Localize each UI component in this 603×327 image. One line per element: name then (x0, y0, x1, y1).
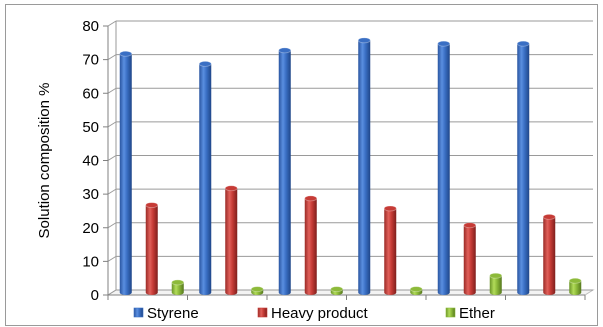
gridline-depth (107, 20, 117, 27)
bar-body (145, 205, 158, 295)
gridline-depth (107, 54, 117, 61)
bar-top (224, 185, 238, 192)
bar-styrene (357, 37, 371, 295)
y-tick-label: 0 (91, 287, 99, 304)
bar-styrene (278, 47, 292, 296)
bar-body (463, 225, 476, 295)
bar-top (250, 286, 264, 293)
gridline-depth (107, 222, 117, 229)
y-axis: 0 10 20 30 40 50 60 70 80 (82, 18, 586, 304)
bar-ether (171, 279, 185, 295)
bar-ether (250, 286, 264, 295)
bar-styrene (516, 40, 530, 295)
bar-heavy-product (463, 222, 477, 295)
bar-body (225, 188, 238, 295)
y-tick-label: 10 (82, 253, 99, 270)
y-tick-label: 40 (82, 153, 99, 170)
bar-body (199, 63, 212, 295)
bar-body (278, 50, 291, 296)
bar-top (516, 40, 530, 47)
y-tick-label: 70 (82, 52, 99, 69)
gridline-depth (107, 155, 117, 161)
bar-top (357, 37, 371, 44)
legend-label-styrene: Styrene (147, 305, 199, 322)
bar-top (119, 50, 133, 57)
y-tick-label: 50 (82, 119, 99, 136)
bar-body (517, 43, 530, 295)
bar-top (304, 195, 318, 202)
bars (119, 37, 582, 296)
bar-top (383, 205, 397, 212)
bar-ether (409, 286, 423, 295)
bar-ether (330, 286, 344, 295)
bar-ether (568, 277, 582, 295)
bar-top (145, 202, 159, 208)
legend-label-heavy-product: Heavy product (271, 305, 369, 322)
y-tick-label: 60 (82, 85, 99, 102)
bar-top (198, 60, 212, 67)
legend-swatch-styrene (133, 307, 144, 318)
bar-body (358, 40, 371, 295)
bar-body (437, 43, 450, 295)
y-tick-label: 20 (82, 220, 99, 237)
bar-top (463, 222, 477, 229)
bar-styrene (198, 60, 212, 295)
bar-body (569, 280, 582, 295)
bar-ether (489, 272, 503, 295)
y-tick-label: 80 (82, 18, 99, 35)
bar-top (171, 279, 185, 286)
bar-top (489, 272, 503, 279)
legend-swatch-ether (445, 307, 456, 318)
bar-body (304, 198, 317, 295)
bar-top (330, 286, 344, 293)
gridline-depth (107, 87, 117, 94)
y-axis-label: Solution composition % (36, 83, 53, 239)
gridline-depth (107, 289, 117, 296)
bar-styrene (437, 40, 451, 295)
gridline-depth (107, 255, 117, 262)
legend-swatch-heavy-product (257, 307, 268, 318)
bar-top (568, 277, 582, 284)
bar-body (119, 53, 132, 296)
bar-heavy-product (542, 213, 556, 295)
legend-label-ether: Ether (459, 305, 495, 322)
bar-body (543, 216, 556, 295)
bar-top (409, 286, 423, 293)
gridline-depth (107, 188, 117, 195)
bar-heavy-product (304, 195, 318, 295)
bar-heavy-product (145, 202, 159, 295)
bar-top (542, 213, 556, 220)
bar-top (278, 47, 292, 54)
bar-top (437, 40, 451, 47)
y-tick-label: 30 (82, 186, 99, 203)
bar-heavy-product (383, 205, 397, 295)
gridline-depth (107, 121, 117, 128)
bar-body (171, 282, 184, 295)
bar-body (384, 208, 397, 295)
bar-body (489, 275, 502, 295)
bar-heavy-product (224, 185, 238, 295)
legend: Styrene Heavy product Ether (133, 305, 495, 322)
bar-styrene (119, 50, 133, 296)
chart-frame (5, 4, 598, 326)
